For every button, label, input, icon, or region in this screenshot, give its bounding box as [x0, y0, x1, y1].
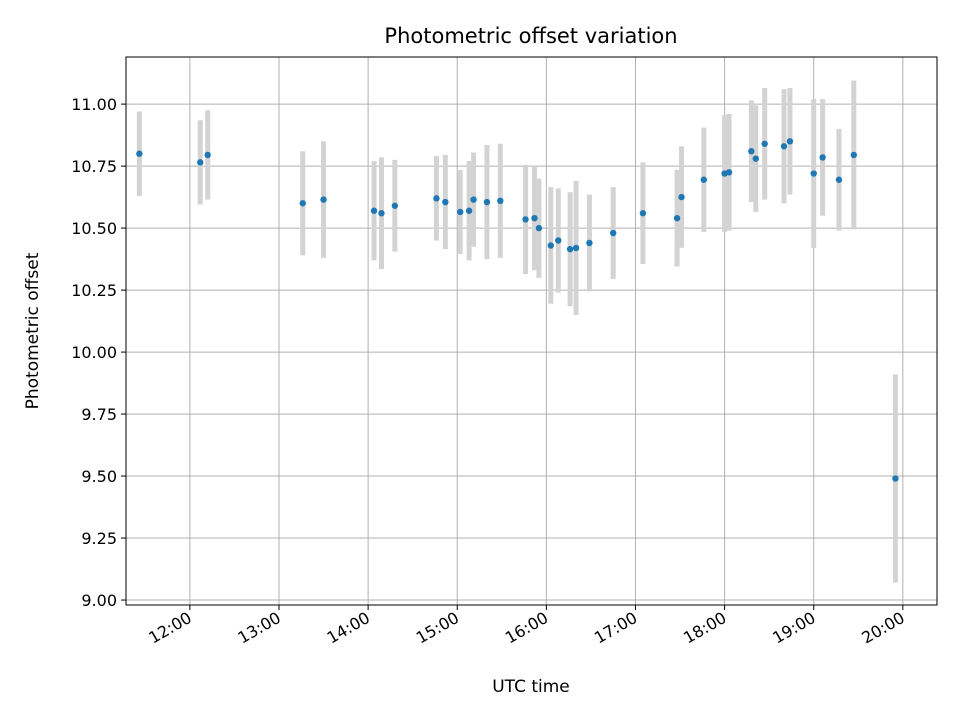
data-point	[748, 148, 755, 155]
data-point	[391, 202, 399, 209]
y-axis-title: Photometric offset	[23, 252, 43, 409]
y-tick-label: 10.50	[71, 219, 117, 238]
data-point	[555, 237, 562, 244]
x-axis-title: UTC time	[492, 677, 570, 697]
data-point	[465, 207, 473, 214]
data-point	[378, 210, 385, 217]
data-point	[892, 475, 899, 482]
data-point	[566, 245, 574, 253]
data-point	[752, 155, 759, 162]
data-point	[531, 214, 538, 222]
data-point	[370, 207, 378, 214]
data-point	[673, 214, 681, 222]
data-point	[320, 196, 327, 203]
data-points	[136, 138, 899, 482]
data-point	[786, 138, 794, 145]
data-point	[470, 196, 477, 203]
y-tick-label: 9.50	[81, 467, 117, 486]
data-point	[810, 170, 817, 177]
data-point	[457, 208, 464, 216]
data-point	[204, 151, 211, 159]
data-point	[639, 210, 647, 217]
y-tick-label: 10.00	[71, 343, 117, 362]
y-tick-label: 9.75	[81, 405, 117, 424]
data-point	[678, 193, 685, 201]
data-point	[725, 169, 733, 176]
chart-title: Photometric offset variation	[384, 24, 677, 48]
data-point	[522, 216, 529, 223]
data-point	[609, 229, 617, 237]
y-tick-label: 11.00	[71, 95, 117, 114]
y-tick-label: 10.75	[71, 157, 117, 176]
data-point	[197, 159, 204, 166]
data-point	[850, 151, 858, 159]
data-point	[433, 195, 440, 202]
data-point	[572, 244, 580, 252]
data-point	[780, 143, 788, 150]
y-tick-label: 10.25	[71, 281, 117, 300]
data-point	[700, 176, 708, 183]
data-point	[483, 198, 491, 206]
data-point	[819, 154, 826, 161]
data-point	[761, 140, 768, 147]
y-tick-label: 9.00	[81, 591, 117, 610]
data-point	[442, 198, 449, 206]
data-point	[136, 150, 143, 157]
data-point	[497, 197, 504, 205]
plot-frame	[125, 56, 938, 606]
data-point	[547, 242, 555, 249]
y-tick-label: 9.25	[81, 529, 117, 548]
data-point	[299, 200, 306, 207]
data-point	[535, 224, 543, 232]
data-point	[835, 176, 843, 183]
data-point	[586, 239, 593, 247]
